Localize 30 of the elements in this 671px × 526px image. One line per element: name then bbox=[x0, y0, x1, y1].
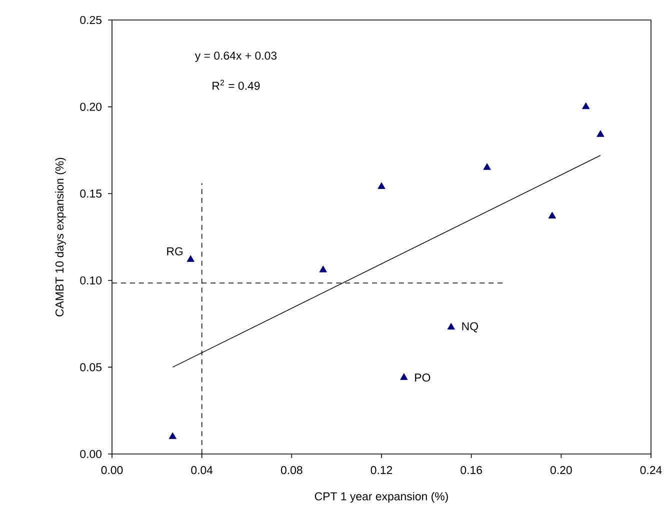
y-axis-title: CAMBT 10 days expansion (%) bbox=[55, 158, 66, 316]
annotation: y = 0.64x + 0.03 bbox=[194, 52, 277, 62]
point bbox=[400, 373, 408, 380]
x-tick-label: 0.12 bbox=[370, 466, 392, 474]
x-axis-title: CPT 1 year expansion (%) bbox=[314, 492, 448, 503]
y-tick-label: 0.10 bbox=[80, 276, 102, 284]
y-tick-label: 0.25 bbox=[80, 16, 102, 24]
annotation: NQ bbox=[462, 322, 478, 332]
point bbox=[582, 102, 590, 110]
point bbox=[548, 212, 556, 218]
x-tick-label: 0.24 bbox=[640, 466, 662, 474]
point bbox=[186, 255, 194, 262]
y-tick-label: 0.05 bbox=[80, 363, 102, 372]
x-tick-label: 0.16 bbox=[460, 466, 482, 474]
y-tick-label: 0.15 bbox=[80, 190, 102, 198]
x-tick-label: 0.20 bbox=[550, 466, 572, 474]
x-tick-label: 0.08 bbox=[280, 466, 302, 474]
point bbox=[319, 266, 327, 272]
annotation: PO bbox=[415, 374, 430, 382]
x-tick-label: 0.04 bbox=[191, 466, 213, 474]
y-tick-label: 0.00 bbox=[80, 450, 102, 458]
point bbox=[596, 130, 604, 137]
annotation: R$^{2}$ = 0.49 bbox=[212, 80, 260, 90]
annotation: RG bbox=[167, 247, 183, 256]
point bbox=[447, 322, 455, 330]
x-tick-label: 0.00 bbox=[101, 466, 123, 474]
point bbox=[483, 163, 491, 170]
point bbox=[168, 432, 176, 439]
point bbox=[378, 182, 386, 189]
y-tick-label: 0.20 bbox=[80, 102, 102, 111]
